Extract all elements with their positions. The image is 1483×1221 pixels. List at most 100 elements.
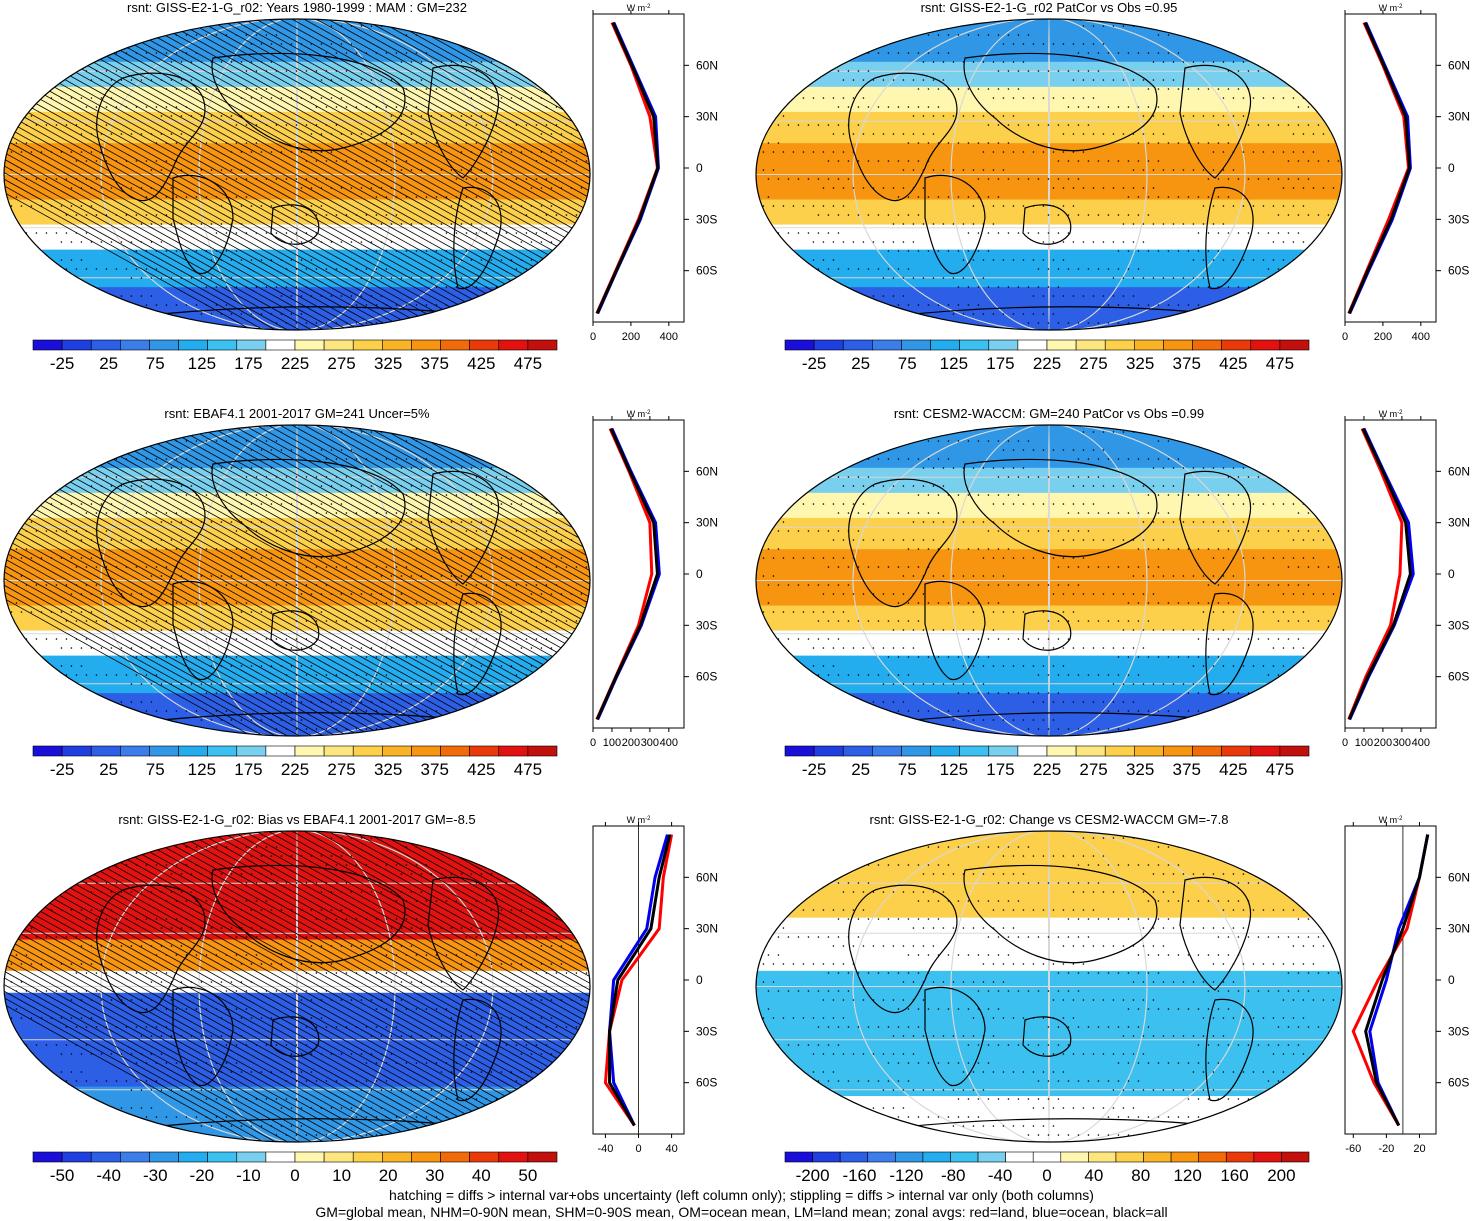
stipple-dot	[535, 1044, 538, 1046]
stipple-dot	[320, 909, 323, 911]
stipple-dot	[215, 900, 218, 902]
stipple-dot	[1207, 178, 1210, 180]
stipple-dot	[405, 710, 408, 712]
stipple-dot	[105, 52, 108, 54]
stipple-dot	[1087, 106, 1090, 108]
stipple-dot	[1162, 61, 1165, 63]
stipple-dot	[972, 629, 975, 631]
stipple-dot	[190, 277, 193, 279]
stipple-dot	[1192, 313, 1195, 315]
stipple-dot	[340, 593, 343, 595]
stipple-dot	[1142, 575, 1145, 577]
stipple-dot	[907, 52, 910, 54]
stipple-dot	[520, 701, 523, 703]
stipple-dot	[902, 683, 905, 685]
stipple-dot	[817, 692, 820, 694]
stipple-dot	[1307, 458, 1310, 460]
stipple-dot	[817, 530, 820, 532]
stipple-dot	[792, 61, 795, 63]
stipple-dot	[1122, 431, 1125, 433]
stipple-dot	[892, 295, 895, 297]
stipple-dot	[160, 25, 163, 27]
stipple-dot	[575, 70, 578, 72]
stipple-dot	[325, 268, 328, 270]
stipple-dot	[1062, 647, 1065, 649]
stipple-dot	[837, 728, 840, 730]
stipple-dot	[205, 602, 208, 604]
stipple-dot	[470, 115, 473, 117]
stipple-dot	[1172, 223, 1175, 225]
stipple-dot	[195, 548, 198, 550]
hatch-line	[301, 19, 590, 330]
stipple-dot	[100, 503, 103, 505]
stipple-dot	[105, 322, 108, 324]
stipple-dot	[95, 214, 98, 216]
stipple-dot	[185, 656, 188, 658]
hatch-line	[37, 19, 590, 330]
stipple-dot	[120, 701, 123, 703]
hatch-line	[4, 425, 290, 736]
stipple-dot	[65, 530, 68, 532]
stipple-dot	[125, 728, 128, 730]
stipple-dot	[1092, 701, 1095, 703]
stipple-dot	[515, 322, 518, 324]
stipple-dot	[1292, 539, 1295, 541]
stipple-dot	[1202, 61, 1205, 63]
stipple-dot	[220, 1035, 223, 1037]
stipple-dot	[1122, 277, 1125, 279]
stipple-dot	[872, 431, 875, 433]
stipple-dot	[440, 665, 443, 667]
stipple-dot	[525, 1044, 528, 1046]
x-tick-label: 0	[590, 737, 596, 749]
stipple-dot	[762, 115, 765, 117]
colorbar-tick-label: 25	[99, 354, 118, 373]
stipple-dot	[125, 674, 128, 676]
stipple-dot	[350, 485, 353, 487]
stipple-dot	[530, 43, 533, 45]
stipple-dot	[1277, 584, 1280, 586]
stipple-dot	[80, 945, 83, 947]
stipple-dot	[300, 647, 303, 649]
stipple-dot	[245, 548, 248, 550]
stipple-dot	[862, 187, 865, 189]
stipple-dot	[897, 602, 900, 604]
stipple-dot	[395, 52, 398, 54]
stipple-dot	[872, 25, 875, 27]
stipple-dot	[90, 963, 93, 965]
hatch-line	[4, 19, 254, 330]
hatch-line	[4, 19, 422, 330]
stipple-dot	[305, 990, 308, 992]
stipple-dot	[762, 467, 765, 469]
stipple-dot	[1232, 97, 1235, 99]
stipple-dot	[500, 205, 503, 207]
stipple-dot	[972, 611, 975, 613]
stipple-dot	[797, 692, 800, 694]
stipple-dot	[1337, 512, 1340, 514]
stipple-dot	[982, 665, 985, 667]
stipple-dot	[827, 638, 830, 640]
stipple-dot	[1322, 43, 1325, 45]
stipple-dot	[957, 142, 960, 144]
stipple-dot	[405, 458, 408, 460]
stipple-dot	[1002, 665, 1005, 667]
stipple-dot	[972, 683, 975, 685]
stipple-dot	[215, 710, 218, 712]
stipple-dot	[420, 467, 423, 469]
stipple-dot	[505, 440, 508, 442]
stipple-dot	[520, 295, 523, 297]
stipple-dot	[560, 837, 563, 839]
stipple-dot	[565, 674, 568, 676]
stipple-dot	[1037, 322, 1040, 324]
stipple-dot	[305, 584, 308, 586]
stipple-dot	[35, 584, 38, 586]
stipple-dot	[315, 268, 318, 270]
stipple-dot	[175, 864, 178, 866]
colorbar-swatch	[294, 339, 325, 351]
stipple-dot	[175, 196, 178, 198]
stipple-dot	[50, 449, 53, 451]
stipple-dot	[917, 494, 920, 496]
stipple-dot	[95, 620, 98, 622]
stipple-dot	[1312, 701, 1315, 703]
stipple-dot	[1297, 178, 1300, 180]
stipple-dot	[405, 918, 408, 920]
